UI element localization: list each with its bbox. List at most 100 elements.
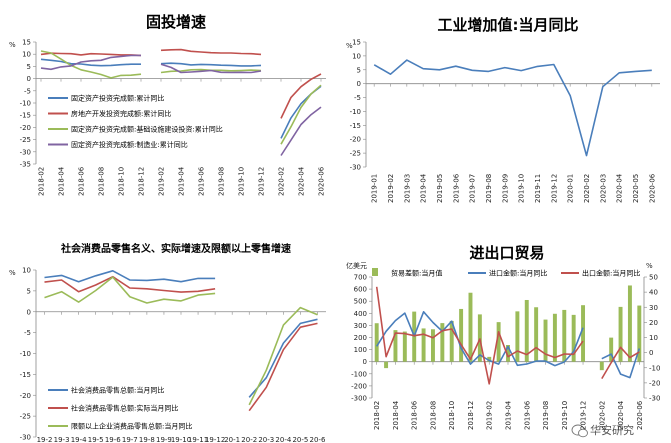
- x-tick-label: 2019-02: [387, 174, 395, 203]
- y-tick-label: 10: [22, 51, 31, 59]
- x-tick-label: 2020-05: [632, 174, 640, 203]
- y-tick-label-right: 30: [649, 304, 658, 312]
- x-tick-label: 2020-04: [298, 166, 306, 196]
- y-tick-label: 5: [27, 287, 31, 295]
- x-tick-label: 2018-06: [78, 166, 86, 196]
- x-tick-label: 2019-10: [561, 401, 569, 430]
- x-tick-label: 2019-10: [518, 174, 526, 203]
- bar-trade-balance: [599, 361, 604, 371]
- x-tick-label: 2019-11: [534, 174, 542, 203]
- legend-label: 房地产开发投资完成额:累计同比: [71, 109, 171, 118]
- y-tick-label: -25: [20, 136, 31, 144]
- y-tick-label-right: -10: [649, 364, 660, 372]
- legend-label: 固定资产投资完成额:制造业:累计同比: [71, 140, 188, 149]
- legend-label: 社会消费品零售总额:实际当月同比: [71, 404, 178, 413]
- bar-trade-balance: [384, 361, 389, 369]
- bar-trade-balance: [468, 292, 473, 362]
- x-tick-label: 19-9: [156, 436, 172, 443]
- bar-trade-balance: [618, 306, 623, 362]
- x-tick-label: 2019-06: [523, 400, 531, 430]
- watermark-text: 华安研究: [590, 423, 634, 437]
- wechat-icon: [571, 424, 588, 438]
- watermark: 华安研究: [571, 423, 634, 438]
- chart4: 7006005004003002001000-100-200-300504030…: [351, 268, 660, 430]
- series-line-1: [373, 59, 652, 157]
- series-line-4: [40, 54, 322, 156]
- chart1: 15 10 5 0 -5 -10 -15 -20 -25 -30 -35 2018-02 2018-04…: [20, 39, 326, 196]
- y-tick-label: -5: [24, 329, 31, 337]
- bar-trade-balance: [552, 313, 557, 362]
- x-tick-label: 2018-04: [392, 400, 400, 430]
- x-tick-label: 19-7: [122, 436, 138, 443]
- y-tick-label-right: -30: [649, 395, 660, 403]
- x-tick-label: 19-5: [88, 436, 104, 443]
- y-tick-label: -30: [20, 434, 31, 442]
- y-tick-label: 0: [357, 80, 361, 88]
- bar-trade-balance: [421, 328, 426, 362]
- x-tick-label: 19-10: [171, 436, 191, 443]
- series-line-1: [376, 311, 641, 379]
- y-tick-label: 5: [27, 63, 31, 71]
- x-tick-label: 19-6: [105, 436, 121, 443]
- bar-trade-balance: [581, 305, 586, 362]
- y-tick-label: -15: [20, 112, 31, 120]
- y-tick-label: 0: [27, 308, 31, 316]
- x-tick-label: 2019-07: [469, 174, 477, 203]
- bar-trade-balance: [562, 309, 567, 362]
- x-tick-label: 2020-02: [598, 401, 606, 430]
- x-tick-label: 2018-10: [118, 167, 126, 196]
- chart4-ylabel-right: %: [646, 262, 653, 270]
- x-tick-label: 2018-12: [138, 167, 146, 196]
- x-tick-label: 2019-03: [403, 174, 411, 203]
- chart4-title: 进出口贸易: [469, 244, 544, 262]
- y-tick-label: 200: [354, 334, 367, 342]
- chart2: 15 10 5 0 -5 -10 -15 -20 -25 -30 2019-01 2019-02 201…: [350, 39, 660, 203]
- y-tick-label: 15: [22, 39, 31, 47]
- y-tick-label: -25: [350, 150, 361, 158]
- x-tick-label: 2018-12: [467, 401, 475, 430]
- x-tick-label: 2019-09: [501, 174, 509, 203]
- x-tick-label: 2019-04: [420, 173, 428, 203]
- bar-trade-balance: [637, 305, 642, 362]
- y-tick-label: 15: [352, 39, 361, 47]
- legend-label: 贸易差额:当月值: [391, 269, 442, 278]
- x-tick-label: 2020-06: [318, 166, 326, 196]
- x-tick-label: 2019-12: [258, 167, 266, 196]
- y-tick-label: 10: [22, 267, 31, 275]
- bar-trade-balance: [374, 323, 379, 362]
- x-tick-label: 19-4: [71, 436, 87, 443]
- legend-label: 固定资产投资完成额:基础设施建设投资:累计同比: [71, 125, 223, 134]
- x-tick-label: 19-11: [188, 436, 208, 443]
- series-line-1: [44, 270, 318, 398]
- legend-label: 出口金额:当月同比: [582, 269, 640, 278]
- bar-trade-balance: [627, 285, 632, 362]
- x-tick-label: 2018-02: [373, 401, 381, 430]
- y-tick-label-right: 20: [649, 319, 658, 327]
- y-tick-label-right: 40: [649, 289, 658, 297]
- x-tick-label: 2020-02: [583, 174, 591, 203]
- y-tick-label: -20: [20, 124, 31, 132]
- x-tick-label: 2018-06: [411, 400, 419, 430]
- series-line-3: [44, 276, 318, 406]
- bar-trade-balance: [393, 330, 398, 362]
- x-tick-label: 2018-08: [429, 401, 437, 430]
- bar-trade-balance: [515, 311, 520, 362]
- y-tick-label: 400: [354, 310, 367, 318]
- y-tick-label-right: 0: [649, 349, 653, 357]
- legend-label: 限额以上企业消费品零售总额:当月同比: [71, 422, 192, 431]
- chart4-ylabel-left: 亿美元: [346, 261, 367, 270]
- y-tick-label: -25: [20, 413, 31, 421]
- bar-trade-balance: [571, 314, 576, 362]
- y-tick-label: -15: [20, 371, 31, 379]
- x-tick-label: 19-8: [139, 436, 155, 443]
- x-tick-label: 19-2: [37, 436, 53, 443]
- bar-trade-balance: [487, 356, 492, 362]
- legend-swatch: [372, 268, 378, 276]
- y-tick-label: 5: [357, 66, 361, 74]
- bar-trade-balance: [440, 323, 445, 362]
- bar-trade-balance: [459, 308, 464, 362]
- legend-label: 社会消费品零售总额:当月同比: [71, 386, 164, 395]
- y-tick-label: -300: [351, 395, 367, 403]
- chart3-ylabel: %: [9, 269, 16, 277]
